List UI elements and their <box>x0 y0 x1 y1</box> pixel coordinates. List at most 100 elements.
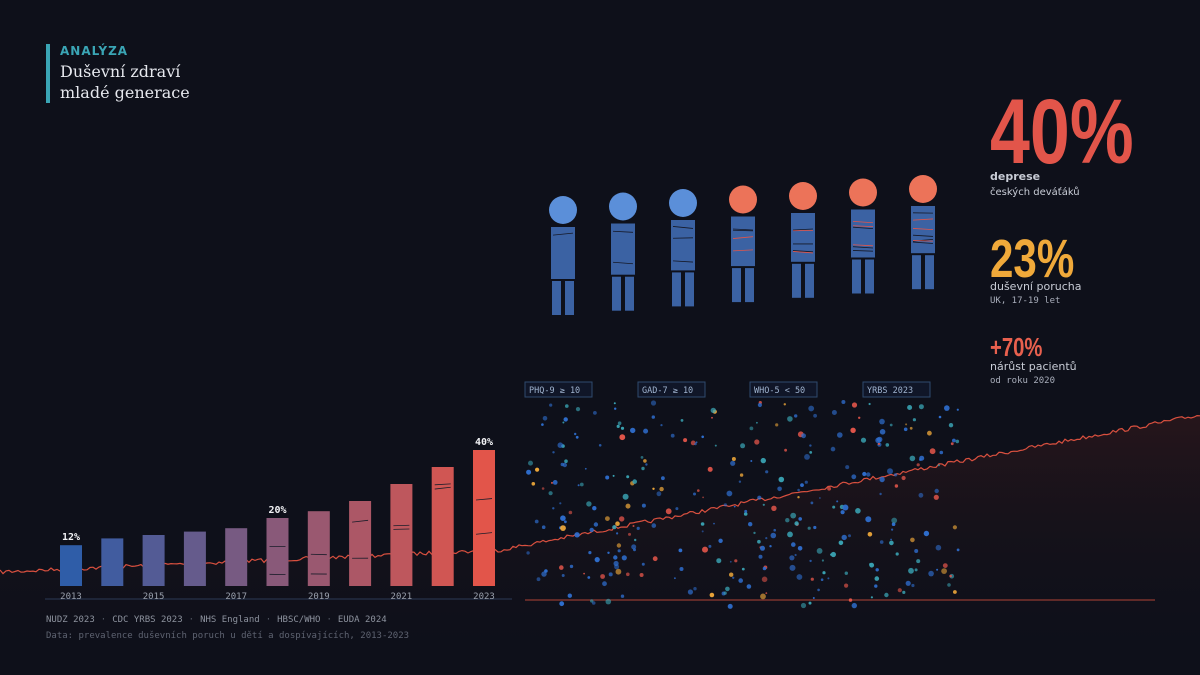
bar-2021 <box>390 484 413 586</box>
scatter-dot <box>851 402 858 408</box>
scatter-dot <box>831 410 837 415</box>
person-leg <box>805 263 814 298</box>
person-leg <box>672 272 681 307</box>
scatter-dot <box>870 596 874 599</box>
scatter-dot <box>804 480 808 484</box>
scatter-dot <box>910 537 915 543</box>
bar-2017 <box>225 528 248 586</box>
person-figure-6 <box>849 178 877 294</box>
scatter-dot <box>889 540 894 546</box>
scatter-dot <box>918 492 924 498</box>
bar-chart: 12% 20% 40% 2013 2015 2017 2019 2021 2023 <box>45 437 512 602</box>
scatter-dot <box>909 455 916 462</box>
scatter-dot <box>875 568 879 572</box>
bar-2023 <box>473 450 495 586</box>
scatter-dot <box>790 512 797 519</box>
scatter-dot <box>902 590 906 595</box>
scatter-dot <box>675 507 679 511</box>
bar-scratch <box>352 519 369 523</box>
scatter-dot <box>800 602 807 609</box>
scatter-dot <box>887 468 893 475</box>
scatter-dot <box>536 577 541 582</box>
scatter-dot <box>773 528 776 532</box>
scatter-dot <box>868 402 871 406</box>
scatter-dot <box>808 405 815 412</box>
scatter-dot <box>607 551 610 554</box>
person-scratch <box>732 249 754 252</box>
scatter-dot <box>526 551 530 555</box>
scatter-dot <box>714 444 717 447</box>
person-scratch <box>552 232 574 236</box>
scatter-dot <box>801 433 806 439</box>
scatter-dot <box>713 522 715 525</box>
scatter-dot <box>884 592 889 598</box>
scatter-dot <box>564 520 567 524</box>
scatter-dot <box>923 530 930 537</box>
scatter-dot <box>615 521 620 526</box>
scatter-dot <box>941 568 947 574</box>
scatter-dot <box>842 504 849 511</box>
scatter-dot <box>701 530 704 533</box>
scatter-dot <box>535 467 540 472</box>
scatter-dot <box>938 415 942 419</box>
scatter-dot <box>619 434 626 441</box>
scatter-dot <box>757 495 762 500</box>
scatter-dot <box>848 598 853 602</box>
scatter-dot <box>905 423 908 426</box>
scatter-dot <box>620 594 625 598</box>
scatter-dot <box>916 463 920 467</box>
scatter-dot <box>613 555 618 560</box>
person-scratch <box>912 234 934 237</box>
page-title: Duševní zdraví mladé generace <box>60 62 190 102</box>
scatter-dot <box>645 463 648 466</box>
scatter-dot <box>753 531 756 535</box>
source-item: NHS England <box>200 615 260 625</box>
scatter-label: YRBS 2023 <box>867 386 913 396</box>
scatter-dot <box>625 503 631 509</box>
person-head <box>909 175 937 203</box>
scatter-dot <box>746 584 752 589</box>
scatter-dot <box>827 486 831 491</box>
scatter-dot <box>830 551 837 558</box>
stat-value: 40% <box>990 81 1134 183</box>
scatter-dot <box>936 568 939 571</box>
scatter-dot <box>531 482 536 486</box>
person-leg <box>612 276 621 311</box>
person-leg <box>852 259 861 294</box>
scatter-dot <box>785 518 790 523</box>
scatter-label: PHQ-9 ≥ 10 <box>529 386 580 396</box>
scatter-dot <box>810 501 814 505</box>
source-item: HBSC/WHO <box>277 615 321 625</box>
scatter-dot <box>855 508 861 514</box>
scatter-dot <box>909 426 913 430</box>
scatter-dot <box>605 475 610 480</box>
scatter-dot <box>816 548 823 554</box>
person-leg <box>565 281 574 315</box>
bar-scratch <box>434 483 451 486</box>
scatter-dot <box>748 522 753 527</box>
scatter-dot <box>893 473 898 477</box>
scatter-dot <box>911 583 915 588</box>
stat-depression: 40% deprese českých deváťáků <box>990 86 1174 198</box>
scatter-dot <box>947 583 951 587</box>
scatter-dot <box>948 423 954 428</box>
scatter-dot <box>641 503 646 508</box>
scatter-dot <box>702 546 708 553</box>
scatter-dot <box>777 486 782 492</box>
scatter-dot <box>912 418 917 422</box>
scatter-dot <box>810 577 814 581</box>
person-scratch <box>852 246 874 249</box>
scatter-dot <box>749 426 754 431</box>
person-scratch <box>792 228 814 231</box>
scatter-dot <box>583 572 585 575</box>
scatter-dot <box>631 544 637 550</box>
scatter-dot <box>559 502 562 505</box>
person-head <box>789 182 817 210</box>
footer-note: Data: prevalence duševních poruch u dětí… <box>46 631 410 641</box>
scatter-dot <box>927 430 932 436</box>
scatter-dot <box>564 459 568 464</box>
scatter-dot <box>916 559 921 564</box>
scatter-layer: PHQ-9 ≥ 10 GAD-7 ≥ 10 WHO-5 < 50 YRBS 2023 <box>524 381 960 609</box>
scatter-dot <box>594 557 600 563</box>
scatter-dot <box>952 438 956 443</box>
